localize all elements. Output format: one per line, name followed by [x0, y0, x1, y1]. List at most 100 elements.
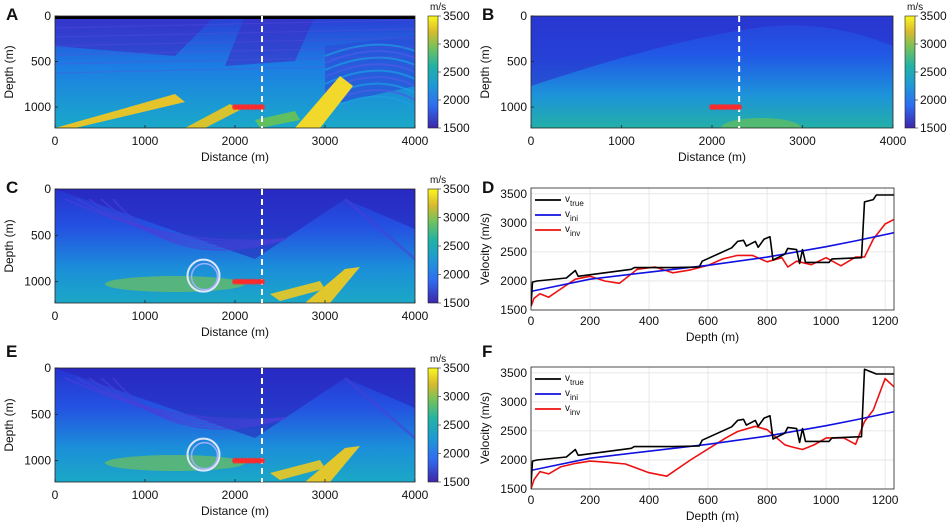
panel-e: 0 1000 2000 3000 4000 0 500 1000 Distance (m) Dep…: [2, 342, 470, 518]
axes-frame: [530, 366, 895, 490]
legend-label: v: [565, 194, 570, 205]
legend-item-ini: vini: [535, 388, 578, 402]
y-tick-label: 0: [44, 182, 51, 196]
velocity-field-b: [531, 16, 893, 128]
receiver-array: [232, 457, 265, 464]
x-tick-label: 800: [757, 493, 777, 507]
receiver-array: [709, 104, 743, 111]
y-tick-label: 2500: [500, 424, 527, 438]
x-tick-label: 2000: [222, 488, 249, 502]
x-tick-label: 400: [639, 493, 659, 507]
colorbar-tick-label: 1500: [443, 121, 470, 135]
x-tick-label: 2000: [699, 134, 726, 148]
panel-label: C: [6, 178, 18, 197]
colorbar-tick-label: 2500: [443, 418, 470, 432]
x-tick-label: 200: [580, 314, 600, 328]
legend-subscript: inv: [570, 408, 580, 417]
x-tick-label: 1000: [132, 309, 159, 323]
y-tick-label: 500: [31, 407, 51, 421]
panel-label: A: [6, 5, 18, 24]
svg-text:vinv: vinv: [565, 403, 580, 417]
x-tick-label: 400: [639, 314, 659, 328]
colorbar-unit: m/s: [430, 175, 446, 186]
colorbar-tick-label: 3000: [920, 37, 947, 51]
legend-subscript: true: [570, 378, 584, 387]
x-tick-label: 2000: [222, 134, 249, 148]
x-tick-label: 4000: [880, 134, 907, 148]
legend-item-inv: vinv: [535, 224, 580, 238]
series-line-v-true: [531, 194, 894, 306]
x-tick-label: 0: [52, 488, 59, 502]
colorbar-tick-label: 1500: [443, 475, 470, 489]
x-tick-label: 0: [528, 134, 535, 148]
legend-label: v: [565, 224, 570, 235]
x-tick-label: 1000: [132, 488, 159, 502]
y-tick-label: 1500: [500, 303, 527, 317]
receiver-marker: [259, 104, 265, 111]
colorbar-tick-label: 3000: [443, 37, 470, 51]
x-axis-label: Distance (m): [201, 504, 269, 518]
y-tick-label: 0: [44, 361, 51, 375]
y-tick-label: 1000: [24, 100, 51, 114]
y-tick-label: 2000: [500, 274, 527, 288]
legend-label: v: [565, 388, 570, 399]
colorbar-unit: m/s: [907, 2, 923, 13]
panel-d: 0 200 400 600 800 1000 1200 3500 3000 2500 2000 150…: [478, 178, 899, 344]
x-tick-label: 600: [698, 493, 718, 507]
legend-item-true: vtrue: [535, 373, 584, 387]
y-tick-label: 3500: [500, 366, 527, 380]
legend-subscript: ini: [570, 214, 578, 223]
x-axis-label: Distance (m): [201, 150, 269, 164]
x-tick-label: 1000: [813, 493, 840, 507]
colorbar-tick-label: 2000: [443, 447, 470, 461]
x-tick-label: 600: [698, 314, 718, 328]
x-tick-label: 0: [52, 309, 59, 323]
receiver-marker: [259, 457, 265, 464]
colorbar-unit: m/s: [430, 354, 446, 365]
colorbar-tick-label: 3000: [443, 390, 470, 404]
y-tick-label: 1000: [24, 275, 51, 289]
y-tick-label: 1500: [500, 482, 527, 496]
colorbar-tick-label: 2500: [443, 239, 470, 253]
y-tick-label: 1000: [500, 100, 527, 114]
panel-f: 0 200 400 600 800 1000 1200 3500 3000 2500 2000 150…: [478, 342, 899, 522]
x-tick-label: 4000: [402, 488, 429, 502]
x-tick-label: 0: [528, 314, 535, 328]
colorbar-tick-label: 3500: [443, 361, 470, 375]
series-line-v-true: [531, 368, 894, 485]
colorbar-tick-label: 2500: [443, 65, 470, 79]
x-tick-label: 3000: [312, 488, 339, 502]
colorbar-tick-label: 1500: [920, 121, 947, 135]
legend-item-ini: vini: [535, 209, 578, 223]
colorbar-tick-label: 2500: [920, 65, 947, 79]
series-line-v-ini: [531, 231, 894, 293]
x-tick-label: 4000: [402, 134, 429, 148]
x-axis-label: Distance (m): [678, 150, 746, 164]
colorbar-tick-label: 3500: [443, 182, 470, 196]
legend-label: v: [565, 403, 570, 414]
legend-label: v: [565, 209, 570, 220]
x-tick-label: 200: [580, 493, 600, 507]
y-tick-label: 1000: [24, 454, 51, 468]
velocity-field-c: [55, 189, 415, 303]
axes-frame: [530, 187, 895, 311]
x-axis-label: Distance (m): [201, 325, 269, 339]
series-line-v-ini: [531, 410, 894, 472]
legend-item-true: vtrue: [535, 194, 584, 208]
y-tick-label: 0: [44, 9, 51, 23]
x-tick-label: 1200: [872, 493, 899, 507]
receiver-marker: [736, 104, 743, 111]
receiver-array: [232, 278, 265, 285]
x-tick-label: 4000: [402, 309, 429, 323]
highlight-circle-inner: [190, 262, 219, 291]
x-tick-label: 3000: [789, 134, 816, 148]
colorbar-tick-label: 3000: [443, 211, 470, 225]
legend-item-inv: vinv: [535, 403, 580, 417]
x-tick-label: 0: [52, 134, 59, 148]
x-tick-label: 1000: [813, 314, 840, 328]
highlight-circle-inner: [190, 441, 219, 470]
y-axis-label: Depth (m): [2, 398, 16, 451]
